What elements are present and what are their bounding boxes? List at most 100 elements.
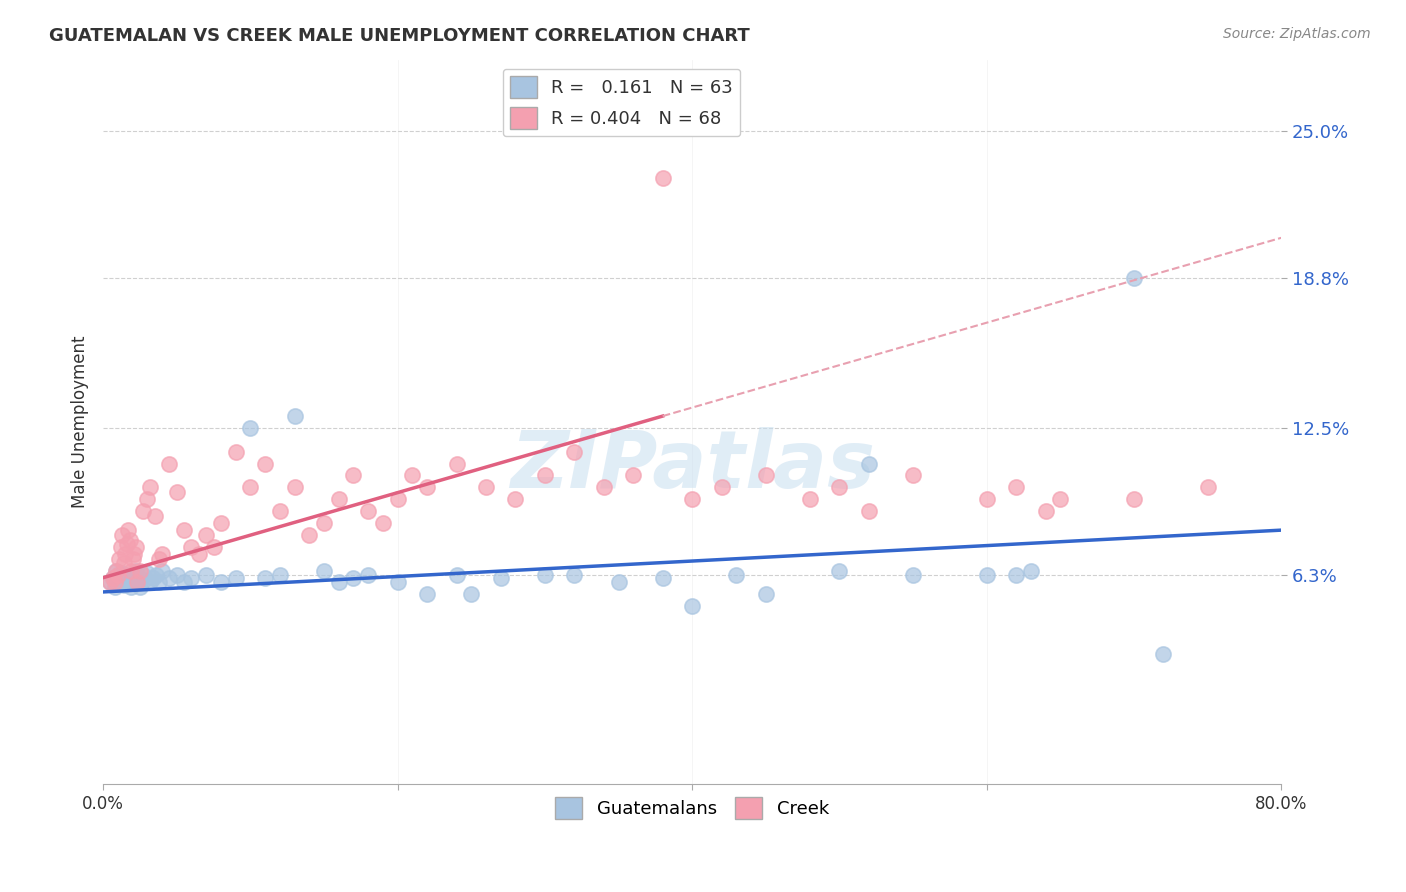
Point [111, 566, 134, 580]
Point [132, 568, 155, 582]
Point [129, 564, 152, 578]
Point [124, 564, 146, 578]
Point [755, 587, 778, 601]
Point [145, 568, 167, 582]
Point [110, 575, 132, 590]
Point [681, 599, 703, 614]
Point [489, 571, 512, 585]
Point [858, 457, 880, 471]
Point [357, 504, 380, 518]
Point [1152, 647, 1174, 661]
Point [134, 573, 156, 587]
Point [108, 571, 131, 585]
Point [1005, 568, 1028, 582]
Point [195, 528, 218, 542]
Point [239, 421, 262, 435]
Point [387, 492, 409, 507]
Point [225, 444, 247, 458]
Point [173, 523, 195, 537]
Point [416, 587, 439, 601]
Text: ZIPatlas: ZIPatlas [509, 426, 875, 505]
Point [254, 457, 277, 471]
Point [1122, 492, 1144, 507]
Point [1035, 504, 1057, 518]
Point [136, 492, 159, 507]
Point [1049, 492, 1071, 507]
Point [1019, 564, 1042, 578]
Text: Source: ZipAtlas.com: Source: ZipAtlas.com [1223, 27, 1371, 41]
Point [901, 568, 924, 582]
Point [1122, 271, 1144, 285]
Point [180, 540, 202, 554]
Point [107, 568, 129, 582]
Point [100, 575, 122, 590]
Point [312, 516, 335, 530]
Point [121, 568, 143, 582]
Point [195, 568, 218, 582]
Point [180, 571, 202, 585]
Point [284, 409, 307, 423]
Point [125, 575, 148, 590]
Point [254, 571, 277, 585]
Point [139, 575, 162, 590]
Point [312, 564, 335, 578]
Point [387, 575, 409, 590]
Point [269, 504, 291, 518]
Point [173, 575, 195, 590]
Point [132, 504, 155, 518]
Point [110, 540, 132, 554]
Text: GUATEMALAN VS CREEK MALE UNEMPLOYMENT CORRELATION CHART: GUATEMALAN VS CREEK MALE UNEMPLOYMENT CO… [49, 27, 749, 45]
Point [117, 575, 139, 590]
Point [118, 533, 141, 547]
Point [187, 547, 209, 561]
Point [150, 564, 173, 578]
Point [562, 444, 585, 458]
Point [651, 171, 673, 186]
Point [120, 564, 142, 578]
Point [122, 573, 145, 587]
Point [342, 571, 364, 585]
Point [157, 571, 180, 585]
Point [143, 508, 166, 523]
Point [108, 551, 131, 566]
Point [115, 573, 138, 587]
Point [120, 580, 142, 594]
Point [828, 480, 851, 494]
Point [209, 575, 232, 590]
Point [104, 575, 127, 590]
Point [858, 504, 880, 518]
Point [416, 480, 439, 494]
Point [710, 480, 733, 494]
Point [298, 528, 321, 542]
Point [114, 547, 136, 561]
Point [209, 516, 232, 530]
Point [755, 468, 778, 483]
Point [328, 492, 350, 507]
Point [534, 568, 557, 582]
Point [828, 564, 851, 578]
Point [129, 580, 152, 594]
Point [157, 457, 180, 471]
Point [446, 457, 468, 471]
Point [1005, 480, 1028, 494]
Point [239, 480, 262, 494]
Point [111, 528, 134, 542]
Point [104, 580, 127, 594]
Point [112, 557, 135, 571]
Point [166, 485, 188, 500]
Point [269, 568, 291, 582]
Point [124, 540, 146, 554]
Point [505, 492, 527, 507]
Point [148, 551, 170, 566]
Point [121, 551, 143, 566]
Point [562, 568, 585, 582]
Point [976, 492, 998, 507]
Point [115, 537, 138, 551]
Point [105, 564, 128, 578]
Point [621, 468, 644, 483]
Point [342, 468, 364, 483]
Point [401, 468, 423, 483]
Legend: Guatemalans, Creek: Guatemalans, Creek [548, 789, 837, 826]
Point [225, 571, 247, 585]
Point [103, 571, 125, 585]
